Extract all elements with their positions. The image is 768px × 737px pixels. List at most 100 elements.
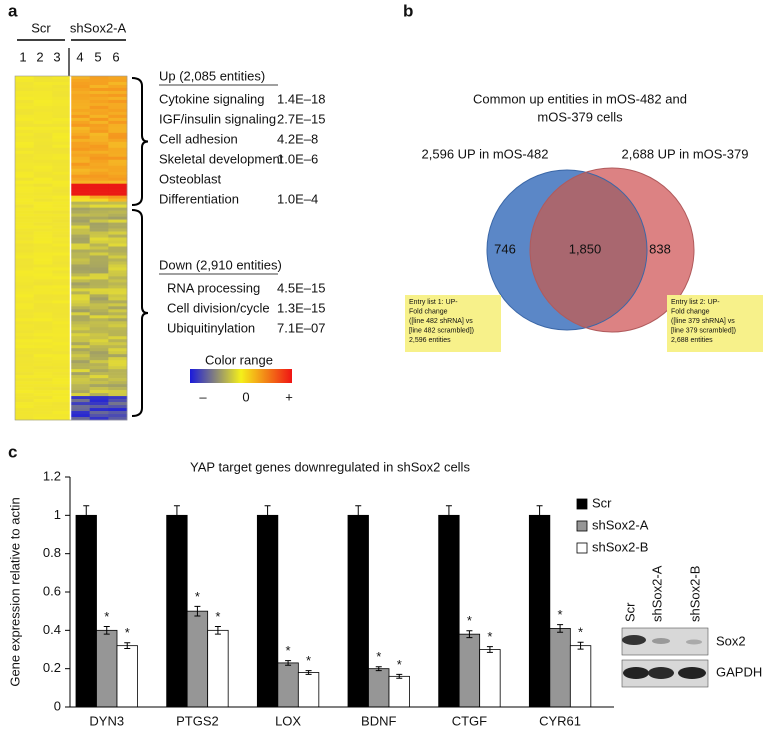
heatmap-cell [33,318,53,322]
heatmap-cell [52,288,72,292]
heatmap-cell [33,78,53,83]
error-bar [83,505,90,526]
bar [166,514,188,708]
bar [438,514,460,708]
heatmap-cell [15,312,34,316]
significance-mark: * [578,625,583,640]
heatmap-cell [52,120,72,125]
heatmap-cell [108,195,128,199]
term-p-value: 7.1E–07 [277,320,325,335]
heatmap-cell [52,393,72,397]
heatmap-cell [15,333,34,337]
heatmap-cell [89,291,109,295]
heatmap-cell [108,210,128,214]
heatmap-cell [15,114,34,119]
heatmap-cell [108,201,128,205]
heatmap-cell [52,291,72,295]
heatmap-cell [89,405,109,409]
heatmap-cell [33,276,53,280]
heatmap-cell [15,87,34,92]
heatmap-cell [15,219,34,223]
bar [186,610,209,708]
heatmap-cell [108,76,128,80]
heatmap-cell [89,249,109,253]
heatmap-cell [89,180,109,184]
heatmap-cell [71,363,90,367]
group-label: shSox2-A [70,20,127,35]
heatmap-cell [33,243,53,247]
heatmap-cell [71,405,90,409]
heatmap-cell [52,213,72,217]
heatmap-cell [15,369,34,373]
heatmap-cell [89,219,109,223]
heatmap-cell [33,390,53,394]
heatmap-cell [33,147,53,152]
bar [549,628,571,708]
column-label: 3 [53,49,60,64]
heatmap-cell [15,324,34,328]
heatmap-cell [71,180,90,184]
heatmap-cell [71,192,90,196]
heatmap-cell [52,186,72,190]
heatmap-cell [89,156,109,161]
heatmap-cell [108,390,128,394]
heatmap-cell [15,135,34,140]
blot-lane-label: Scr [622,602,637,622]
heatmap-cell [71,240,90,244]
heatmap-cell [108,264,128,268]
heatmap-cell [52,330,72,334]
heatmap-cell [108,159,128,164]
heatmap-cell [15,303,34,307]
heatmap-cell [108,402,128,406]
heatmap-cell [33,414,53,418]
heatmap-cell [89,78,109,83]
heatmap-cell [52,360,72,364]
heatmap-cell [15,195,34,199]
heatmap-cell [71,210,90,214]
heatmap-cell [89,315,109,319]
heatmap-cell [15,267,34,271]
heatmap-cell [15,399,34,403]
heatmap-cell [15,249,34,253]
heatmap-cell [89,90,109,95]
heatmap-cell [71,315,90,319]
heatmap-cell [52,324,72,328]
significance-mark: * [125,625,130,640]
column-label: 4 [76,49,83,64]
heatmap-cell [15,162,34,167]
heatmap-cell [52,282,72,286]
venn-outline [486,169,648,331]
error-bar [396,673,403,679]
heatmap-cell [108,330,128,334]
note-box [667,295,763,352]
heatmap-cell [89,369,109,373]
heatmap-cell [71,399,90,403]
heatmap-cell [108,285,128,289]
heatmap-cell [89,234,109,238]
error-bar [375,666,382,672]
heatmap-cell [89,189,109,193]
heatmap-cell [108,291,128,295]
heatmap-cell [15,351,34,355]
heatmap-cell [108,354,128,358]
heatmap-cell [52,384,72,388]
note-line: [line 482 scrambled]) [409,327,474,334]
chart-title: YAP target genes downregulated in shSox2… [190,459,470,474]
heatmap-cell [89,390,109,394]
heatmap-cell [71,258,90,262]
heatmap-cell [89,201,109,205]
heatmap-cell [33,93,53,98]
heatmap-cell [52,111,72,116]
heatmap-cell [15,84,34,89]
heatmap-cell [108,117,128,122]
heatmap-cell [89,393,109,397]
heatmap-cell [33,267,53,271]
heatmap-cell [71,120,90,125]
heatmap-cell [71,336,90,340]
heatmap-cell [33,231,53,235]
heatmap-cell [89,318,109,322]
heatmap-cell [108,408,128,412]
heatmap-cell [89,282,109,286]
heatmap-cell [108,207,128,211]
